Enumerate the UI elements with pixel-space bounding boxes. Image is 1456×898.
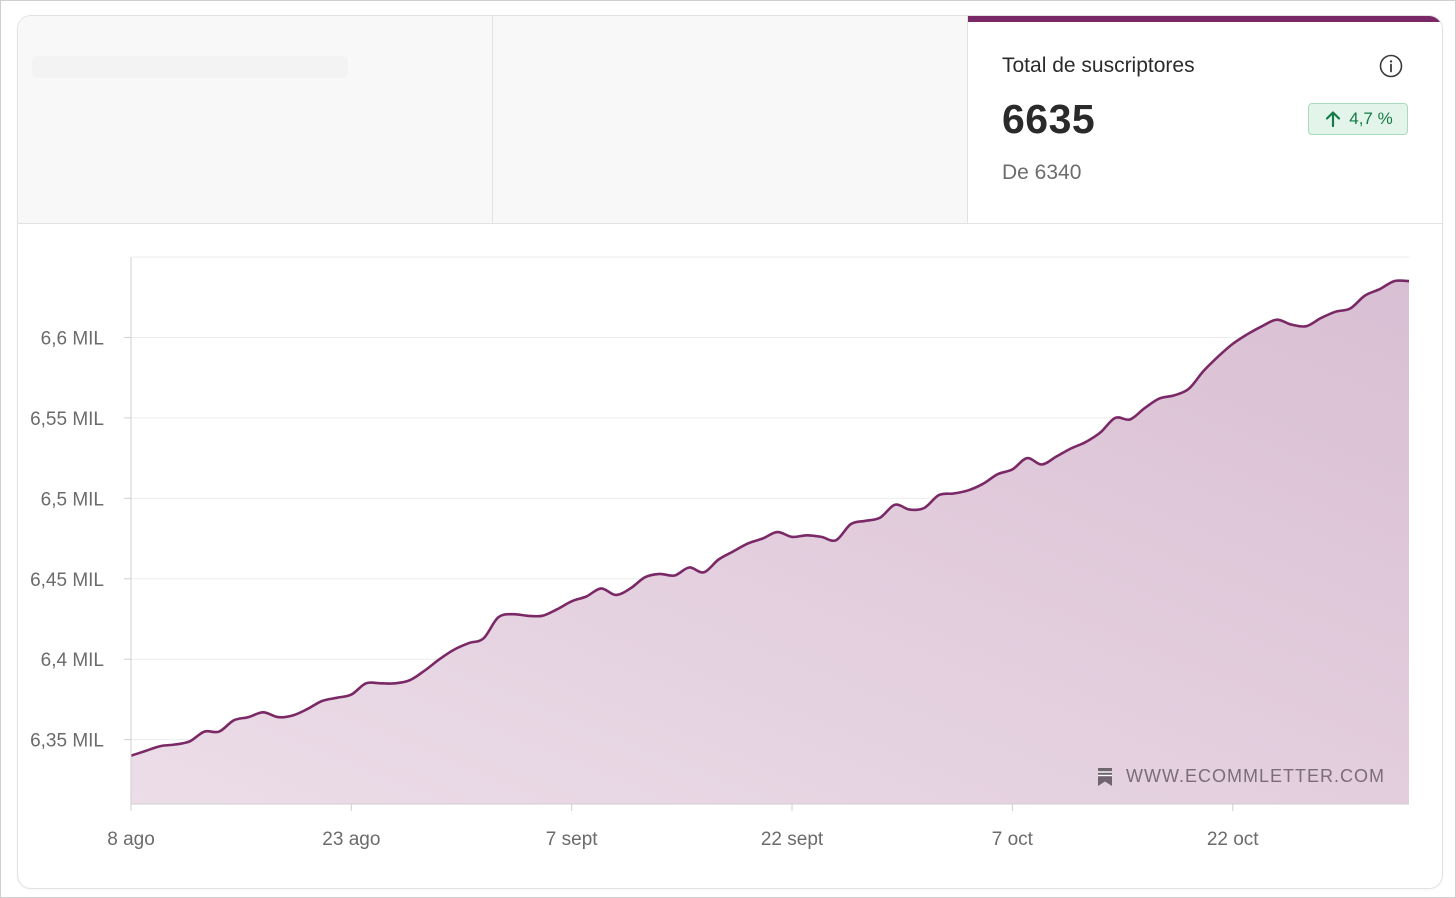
arrow-up-icon	[1326, 111, 1341, 128]
active-tab-indicator	[968, 16, 1442, 22]
x-tick-label: 8 ago	[107, 829, 155, 850]
y-tick-label: 6,5 MIL	[41, 489, 104, 510]
metric-tab-1[interactable]	[18, 16, 493, 223]
series-line	[130, 279, 1410, 757]
change-value: 4,7 %	[1349, 109, 1393, 128]
x-tick-label: 22 oct	[1207, 829, 1259, 850]
metric-label: Total de suscriptores	[1002, 54, 1195, 77]
subscribers-card: Total de suscriptores 6635 4,7 % De 6340	[17, 15, 1443, 889]
x-tick-label: 22 sept	[761, 829, 824, 850]
info-icon[interactable]	[1379, 54, 1403, 78]
watermark-text: WWW.ECOMMLETTER.COM	[1126, 766, 1385, 786]
chart-svg: 6,35 MIL 6,4 MIL 6,45 MIL 6,5 MIL 6,55 MIL 6,…	[30, 256, 1410, 850]
x-tick-label: 23 ago	[322, 829, 380, 850]
y-tick-label: 6,55 MIL	[30, 409, 104, 430]
watermark: WWW.ECOMMLETTER.COM	[1096, 766, 1385, 787]
x-tick-label: 7 sept	[546, 829, 598, 850]
metric-tab-2[interactable]	[493, 16, 968, 223]
change-badge: 4,7 %	[1308, 103, 1408, 135]
y-tick-label: 6,6 MIL	[41, 328, 104, 349]
comparison-text: De 6340	[1002, 161, 1082, 184]
x-tick-label: 7 oct	[992, 829, 1034, 850]
subscribers-chart: 6,35 MIL 6,4 MIL 6,45 MIL 6,5 MIL 6,55 MIL 6,…	[18, 223, 1442, 888]
series-area	[131, 280, 1409, 804]
y-tick-label: 6,4 MIL	[41, 650, 104, 671]
metric-value: 6635	[1002, 96, 1096, 142]
metric-tab-subscribers[interactable]: Total de suscriptores 6635 4,7 % De 6340	[968, 16, 1442, 223]
loading-placeholder	[32, 56, 348, 78]
bookmark-icon	[1098, 767, 1112, 786]
y-tick-label: 6,35 MIL	[30, 731, 104, 752]
metric-tabs: Total de suscriptores 6635 4,7 % De 6340	[18, 16, 1442, 224]
y-tick-label: 6,45 MIL	[30, 570, 104, 591]
